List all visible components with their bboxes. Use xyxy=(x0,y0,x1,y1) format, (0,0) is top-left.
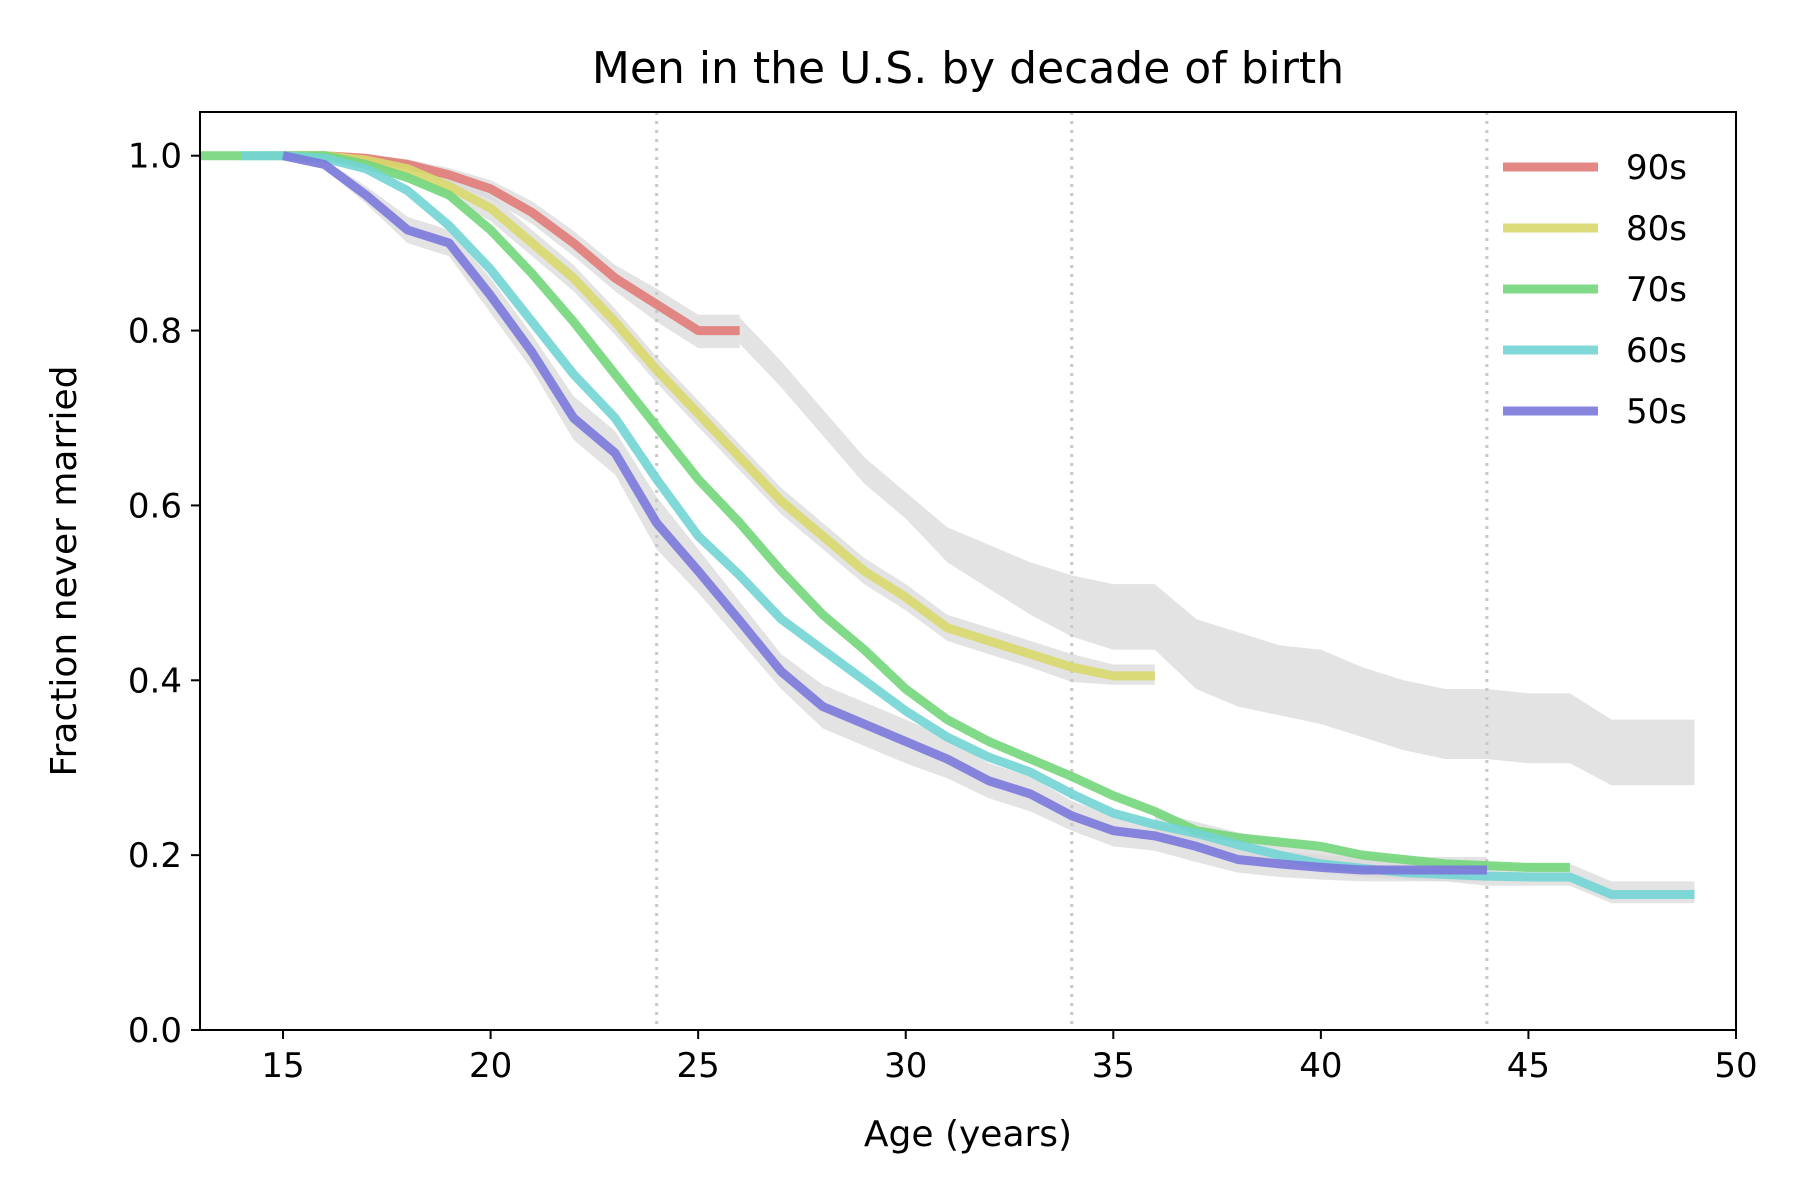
legend-label-70s: 70s xyxy=(1626,270,1687,310)
x-tick-label: 15 xyxy=(261,1046,304,1086)
plot-frame xyxy=(199,111,1737,1031)
x-tick-label: 30 xyxy=(884,1046,927,1086)
y-tick-label: 0.2 xyxy=(128,836,182,876)
series-line-60s xyxy=(241,151,1695,899)
legend-label-60s: 60s xyxy=(1626,331,1687,371)
series-line-70s xyxy=(200,151,1570,872)
series-line-80s xyxy=(283,151,1155,681)
series-lines xyxy=(200,151,1695,899)
y-tick-label: 0.4 xyxy=(128,661,182,701)
y-tick-label: 0.0 xyxy=(128,1011,182,1051)
y-axis: 0.0 0.2 0.4 0.6 0.8 1.0 xyxy=(128,137,200,1051)
x-tick-label: 45 xyxy=(1507,1046,1550,1086)
legend-label-80s: 80s xyxy=(1626,209,1687,249)
legend-label-50s: 50s xyxy=(1626,392,1687,432)
y-tick-label: 1.0 xyxy=(128,137,182,177)
y-axis-title: Fraction never married xyxy=(44,366,85,777)
x-tick-label: 50 xyxy=(1714,1046,1757,1086)
chart-title: Men in the U.S. by decade of birth xyxy=(592,43,1344,94)
y-tick-label: 0.8 xyxy=(128,312,182,352)
x-tick-label: 20 xyxy=(469,1046,512,1086)
series-line-50s xyxy=(282,151,1487,875)
x-tick-label: 25 xyxy=(677,1046,720,1086)
x-axis: 15 20 25 30 35 40 45 50 xyxy=(261,1030,1758,1086)
x-tick-label: 40 xyxy=(1299,1046,1342,1086)
x-axis-title: Age (years) xyxy=(864,1114,1072,1155)
y-tick-label: 0.6 xyxy=(128,486,182,526)
legend: 90s 80s 70s 60s 50s xyxy=(1503,148,1687,432)
confidence-band-1 xyxy=(739,317,1695,786)
legend-label-90s: 90s xyxy=(1626,148,1687,188)
x-tick-label: 35 xyxy=(1092,1046,1135,1086)
